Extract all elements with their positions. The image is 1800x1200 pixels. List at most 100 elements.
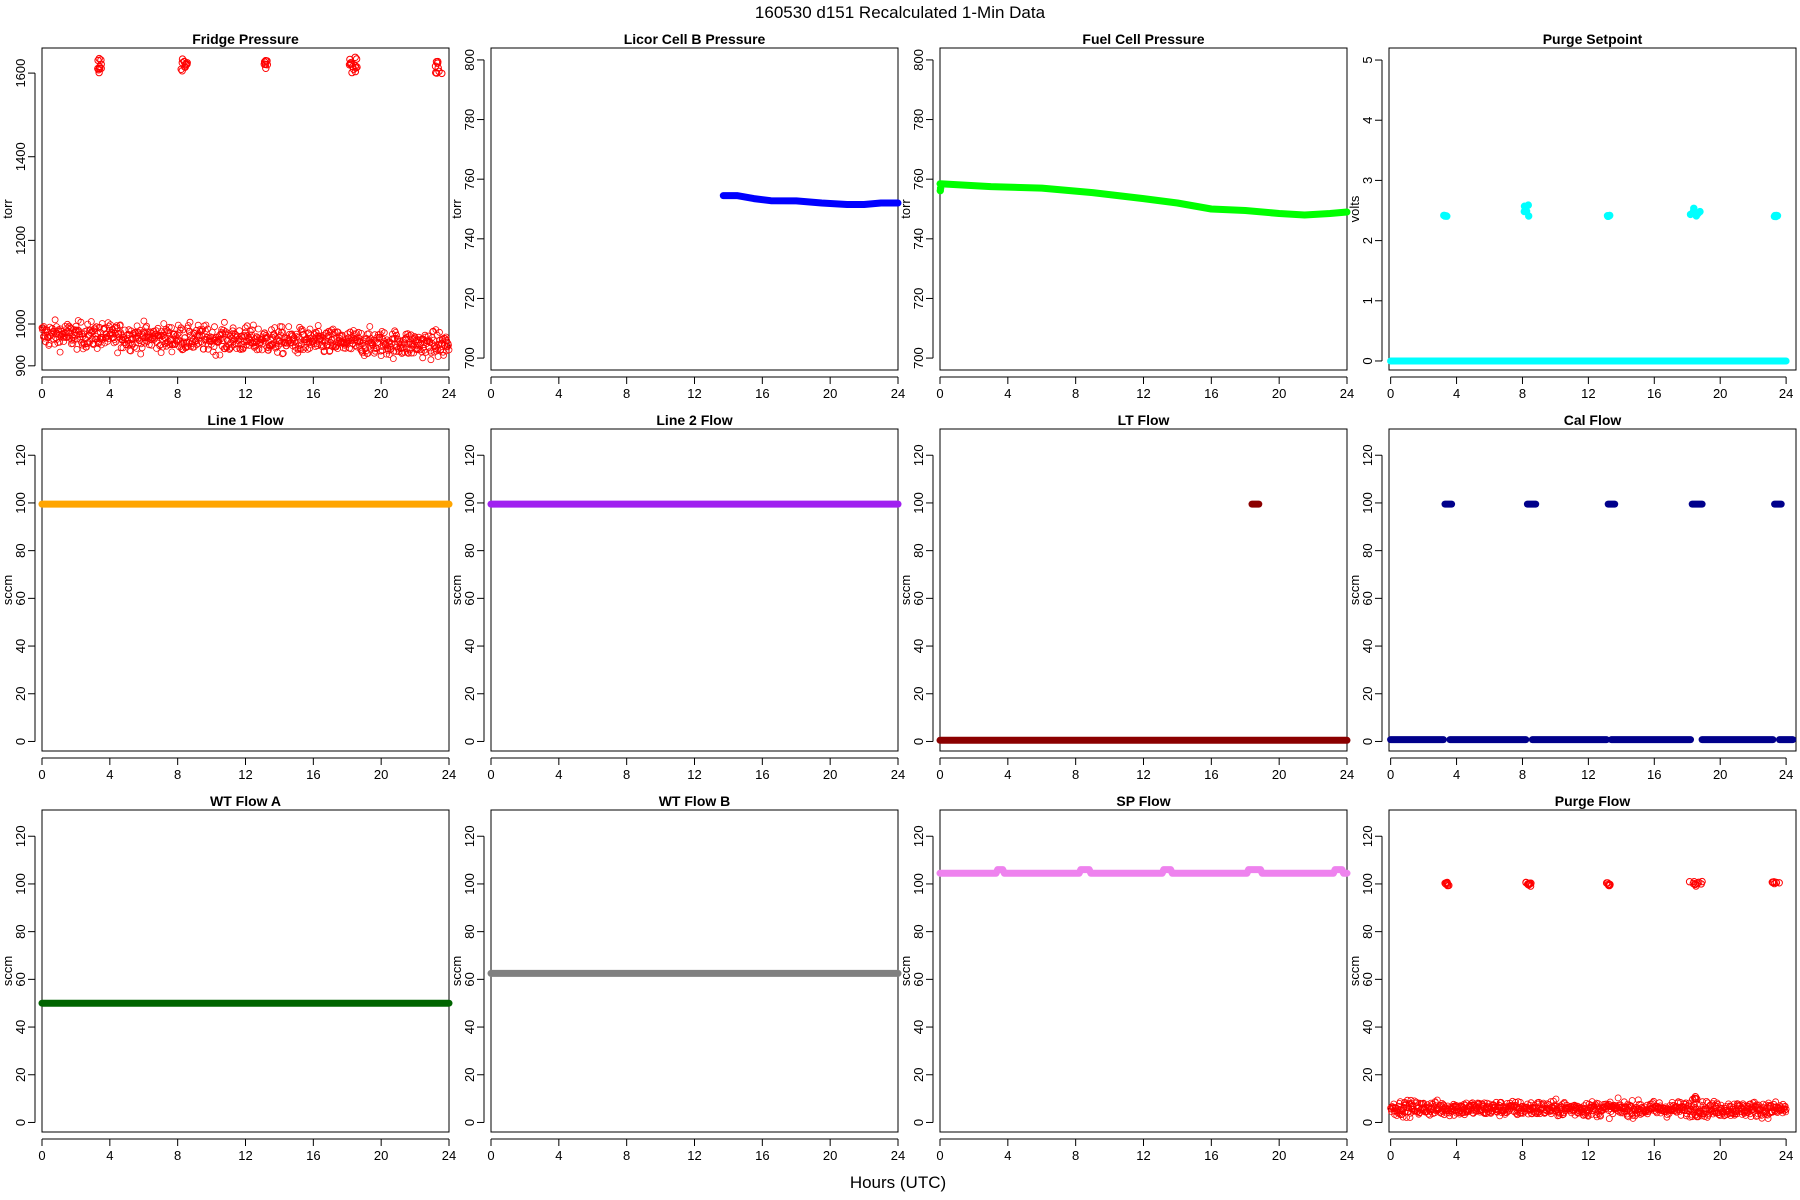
data-point — [327, 336, 335, 344]
data-point — [381, 338, 389, 345]
data-point — [1718, 1104, 1726, 1112]
data-point — [427, 356, 435, 364]
y-tick-label: 700 — [911, 347, 926, 369]
y-axis: 900 1000 1200 1400 1600 — [13, 59, 36, 377]
data-point — [141, 339, 149, 347]
x-tick-label: 20 — [1713, 1148, 1727, 1163]
data-point — [197, 328, 204, 336]
y-axis: 0 20 40 60 80 100 120 — [13, 444, 36, 745]
y-tick-label: 900 — [13, 355, 28, 377]
y-tick-label: 720 — [462, 288, 477, 310]
y-tick-label: 0 — [1360, 738, 1375, 745]
y-tick-label: 780 — [911, 109, 926, 131]
data-point — [1446, 1112, 1453, 1120]
y-tick-label: 0 — [13, 1119, 28, 1126]
data-point — [248, 331, 256, 339]
y-tick-label: 60 — [462, 972, 477, 986]
plot-frame — [41, 428, 450, 752]
x-axis: 0 4 8 12 16 20 24 — [1387, 1138, 1793, 1163]
y-axis-label: sccm — [0, 575, 15, 605]
x-tick-label: 4 — [555, 386, 562, 401]
data-point — [139, 338, 147, 345]
data-point — [130, 343, 138, 351]
data-point — [1594, 1100, 1602, 1107]
y-tick-label: 80 — [462, 924, 477, 938]
x-tick-label: 12 — [1581, 386, 1595, 401]
data-point — [221, 345, 229, 353]
series-line — [936, 180, 1351, 219]
data-point — [262, 331, 270, 339]
y-tick-label: 60 — [1360, 591, 1375, 605]
data-point — [116, 321, 124, 329]
y-tick-label: 760 — [911, 168, 926, 190]
y-tick-label: 780 — [462, 109, 477, 131]
plot-frame — [41, 809, 450, 1133]
y-tick-label: 1600 — [13, 59, 28, 88]
plot-frame — [939, 428, 1348, 752]
data-point — [285, 323, 293, 331]
data-point — [1397, 1111, 1405, 1119]
x-tick-label: 16 — [1204, 767, 1218, 782]
x-tick-label: 4 — [1453, 386, 1460, 401]
x-tick-label: 8 — [623, 767, 630, 782]
data-point — [1696, 207, 1704, 216]
data-point — [200, 345, 208, 353]
data-point — [1552, 1095, 1560, 1103]
data-point — [400, 343, 408, 351]
data-point — [331, 335, 338, 343]
data-point — [242, 328, 250, 336]
data-point — [1393, 1112, 1401, 1119]
y-tick-label: 1000 — [13, 310, 28, 339]
data-point — [1401, 1108, 1409, 1116]
x-tick-label: 20 — [823, 386, 837, 401]
y-axis-label: sccm — [898, 956, 913, 986]
data-point — [1605, 1115, 1613, 1122]
x-tick-label: 4 — [106, 1148, 113, 1163]
data-point — [158, 327, 165, 335]
data-point — [1517, 1099, 1524, 1106]
y-tick-label: 20 — [1360, 687, 1375, 701]
data-point — [97, 56, 105, 64]
data-point — [49, 324, 56, 332]
data-point — [321, 347, 328, 355]
data-point — [92, 323, 100, 331]
data-point — [293, 337, 301, 344]
y-axis: 0 1 2 3 4 5 — [1360, 56, 1383, 365]
x-axis: 0 4 8 12 16 20 24 — [487, 1138, 905, 1163]
y-tick-label: 20 — [1360, 1068, 1375, 1082]
data-point — [392, 329, 400, 336]
x-tick-label: 12 — [687, 767, 701, 782]
panel-11: SP Flow sccm 0 4 8 12 16 20 24 0 20 40 60 80 100 120 — [898, 793, 1354, 1163]
data-point — [1699, 1098, 1706, 1106]
data-point — [160, 320, 168, 328]
data-point — [212, 351, 220, 359]
y-tick-label: 120 — [1360, 825, 1375, 847]
data-point — [264, 346, 272, 354]
data-point — [186, 318, 194, 326]
x-tick-label: 20 — [1713, 767, 1727, 782]
data-point — [165, 323, 173, 331]
x-tick-label: 12 — [1136, 1148, 1150, 1163]
x-tick-label: 24 — [1779, 767, 1793, 782]
y-tick-label: 2 — [1360, 237, 1375, 244]
y-tick-label: 40 — [911, 1020, 926, 1034]
x-tick-label: 4 — [1004, 386, 1011, 401]
data-point — [114, 349, 121, 357]
y-axis-label: torr — [898, 199, 913, 219]
x-tick-label: 16 — [306, 1148, 320, 1163]
data-point — [268, 340, 276, 348]
data-point — [197, 327, 205, 335]
data-point — [298, 326, 306, 333]
data-point — [1596, 1111, 1604, 1119]
y-tick-label: 0 — [911, 1119, 926, 1126]
y-tick-label: 120 — [13, 825, 28, 847]
x-tick-label: 24 — [1340, 1148, 1354, 1163]
panel-title: Fuel Cell Pressure — [1082, 31, 1204, 47]
data-point — [331, 328, 339, 336]
x-tick-label: 4 — [1453, 1148, 1460, 1163]
y-tick-label: 720 — [911, 288, 926, 310]
x-tick-label: 24 — [891, 1148, 905, 1163]
x-tick-label: 24 — [442, 386, 456, 401]
